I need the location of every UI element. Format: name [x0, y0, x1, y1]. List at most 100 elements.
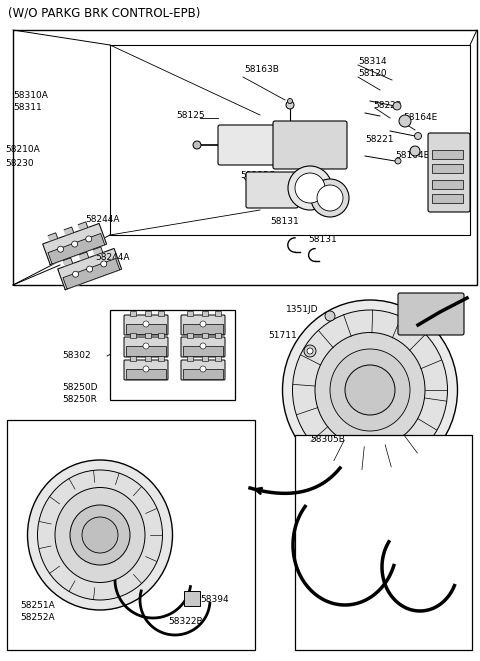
Text: 58311: 58311 — [13, 104, 42, 112]
Bar — [7, 420, 255, 650]
Text: 1351JD: 1351JD — [286, 305, 319, 315]
Circle shape — [307, 348, 313, 354]
Bar — [158, 356, 164, 361]
Circle shape — [410, 146, 420, 156]
Bar — [187, 356, 193, 361]
Circle shape — [82, 517, 118, 553]
Text: (W/O PARKG BRK CONTROL-EPB): (W/O PARKG BRK CONTROL-EPB) — [8, 7, 200, 20]
Bar — [295, 435, 472, 650]
Circle shape — [200, 366, 206, 372]
FancyBboxPatch shape — [273, 121, 347, 169]
Bar — [126, 324, 166, 334]
Bar — [130, 333, 136, 338]
Text: 58244A: 58244A — [95, 254, 130, 262]
Circle shape — [395, 158, 401, 164]
FancyBboxPatch shape — [181, 337, 225, 357]
Bar — [13, 30, 477, 285]
Circle shape — [325, 311, 335, 321]
Ellipse shape — [315, 332, 425, 447]
Bar — [215, 333, 221, 338]
FancyBboxPatch shape — [432, 149, 463, 159]
Ellipse shape — [288, 166, 332, 210]
Bar — [202, 333, 208, 338]
Ellipse shape — [317, 185, 343, 211]
Text: 58302: 58302 — [62, 352, 91, 360]
Ellipse shape — [55, 488, 145, 582]
Text: 58251A: 58251A — [20, 600, 55, 609]
Ellipse shape — [37, 470, 163, 600]
Polygon shape — [64, 227, 74, 235]
Text: 58322B: 58322B — [168, 617, 203, 627]
Text: 58310A: 58310A — [13, 91, 48, 100]
Polygon shape — [63, 258, 120, 289]
Text: 58233: 58233 — [315, 143, 344, 153]
Circle shape — [415, 132, 421, 139]
Circle shape — [393, 102, 401, 110]
FancyBboxPatch shape — [124, 337, 168, 357]
Bar — [183, 346, 223, 356]
Ellipse shape — [311, 179, 349, 217]
FancyBboxPatch shape — [398, 293, 464, 335]
Text: 58221: 58221 — [365, 136, 394, 145]
Bar — [126, 346, 166, 356]
Text: 51711: 51711 — [268, 332, 297, 340]
Bar — [215, 356, 221, 361]
Text: 58244A: 58244A — [85, 215, 120, 225]
Circle shape — [143, 321, 149, 327]
Circle shape — [345, 365, 395, 415]
Circle shape — [200, 343, 206, 349]
Bar — [126, 369, 166, 379]
FancyBboxPatch shape — [124, 360, 168, 380]
Text: 58232: 58232 — [285, 180, 313, 190]
FancyBboxPatch shape — [184, 591, 200, 606]
Circle shape — [193, 141, 201, 149]
Ellipse shape — [27, 460, 172, 610]
Circle shape — [399, 115, 411, 127]
Bar — [110, 310, 235, 400]
Text: 58305B: 58305B — [310, 436, 345, 444]
Ellipse shape — [330, 349, 410, 431]
Circle shape — [286, 101, 294, 109]
Bar — [158, 311, 164, 316]
Bar — [183, 369, 223, 379]
Ellipse shape — [283, 300, 457, 480]
Ellipse shape — [295, 173, 325, 203]
FancyBboxPatch shape — [181, 315, 225, 335]
FancyBboxPatch shape — [181, 360, 225, 380]
Text: 58120: 58120 — [358, 69, 386, 79]
Bar — [145, 356, 151, 361]
Ellipse shape — [292, 310, 447, 470]
Bar — [183, 324, 223, 334]
FancyBboxPatch shape — [432, 163, 463, 173]
Circle shape — [70, 505, 130, 565]
Text: 58164E: 58164E — [395, 151, 429, 159]
Polygon shape — [48, 233, 58, 241]
Polygon shape — [63, 258, 73, 266]
Circle shape — [143, 343, 149, 349]
Bar — [202, 311, 208, 316]
Bar — [130, 356, 136, 361]
Circle shape — [304, 345, 316, 357]
Polygon shape — [78, 222, 88, 230]
Circle shape — [200, 321, 206, 327]
Polygon shape — [93, 247, 103, 255]
Text: 58230: 58230 — [5, 159, 34, 167]
Text: 58250D: 58250D — [62, 383, 97, 393]
FancyBboxPatch shape — [124, 315, 168, 335]
FancyBboxPatch shape — [428, 133, 470, 212]
Bar — [187, 333, 193, 338]
Polygon shape — [79, 252, 89, 260]
Bar — [215, 311, 221, 316]
Circle shape — [101, 261, 107, 267]
Circle shape — [58, 246, 63, 253]
Text: 58394: 58394 — [200, 596, 228, 605]
Bar — [130, 311, 136, 316]
Text: 58252A: 58252A — [20, 613, 55, 623]
Circle shape — [288, 98, 292, 104]
Polygon shape — [43, 223, 107, 264]
FancyBboxPatch shape — [432, 194, 463, 202]
Bar — [145, 333, 151, 338]
Circle shape — [72, 241, 78, 247]
FancyBboxPatch shape — [432, 180, 463, 188]
Text: 58164E: 58164E — [403, 114, 437, 122]
